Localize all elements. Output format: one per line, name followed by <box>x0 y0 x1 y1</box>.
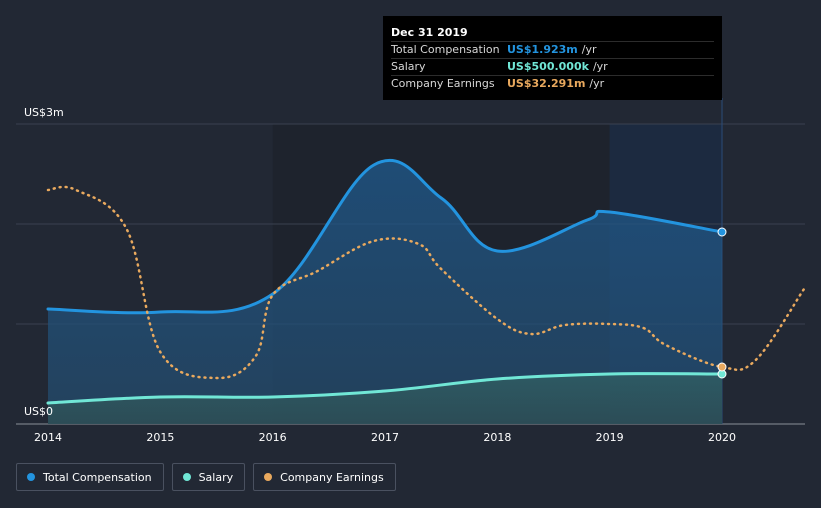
tooltip-value: US$32.291m <box>507 77 586 90</box>
dot-icon <box>264 473 273 481</box>
x-tick-label: 2019 <box>595 431 624 444</box>
legend-label: Total Compensation <box>43 470 152 484</box>
tooltip-label: Company Earnings <box>391 77 495 90</box>
dot-icon <box>182 473 191 481</box>
tooltip-value: US$1.923m <box>507 43 578 56</box>
legend-salary[interactable]: Salary <box>171 463 246 491</box>
dot-icon <box>27 473 35 481</box>
tooltip-row-company-earnings: Company Earnings US$32.291m /yr <box>391 75 714 92</box>
y-tick-label-top: US$3m <box>24 106 64 119</box>
x-tick-label: 2016 <box>258 431 287 444</box>
x-tick-label: 2014 <box>34 431 62 444</box>
tooltip-unit: /yr <box>581 43 597 56</box>
chart-legend: Total Compensation Salary Company Earnin… <box>16 463 396 491</box>
y-tick-label-bottom: US$0 <box>24 405 54 418</box>
legend-total-compensation[interactable]: Total Compensation <box>16 463 164 491</box>
tooltip-value: US$500.000k <box>507 60 589 73</box>
tooltip-unit: /yr <box>592 60 608 73</box>
legend-label: Company Earnings <box>280 470 384 484</box>
tooltip-label: Salary <box>391 60 426 73</box>
x-tick-label: 2020 <box>708 431 736 444</box>
legend-label: Salary <box>198 470 234 484</box>
tooltip-label: Total Compensation <box>391 43 500 56</box>
point-total-compensation <box>717 227 727 237</box>
x-tick-label: 2017 <box>371 431 399 444</box>
tooltip-unit: /yr <box>589 77 605 90</box>
tooltip: Dec 31 2019 Total Compensation US$1.923m… <box>383 16 722 100</box>
tooltip-date: Dec 31 2019 <box>391 26 468 39</box>
series-line-company-earnings <box>46 185 806 380</box>
tooltip-row-salary: Salary US$500.000k /yr <box>391 58 714 75</box>
point-company-earnings <box>717 362 727 372</box>
x-tick-label: 2018 <box>483 431 512 444</box>
series-line-salary <box>46 372 724 405</box>
tooltip-row-total-compensation: Total Compensation US$1.923m /yr <box>391 41 714 58</box>
legend-company-earnings[interactable]: Company Earnings <box>253 463 396 491</box>
series-area-salary <box>48 373 722 424</box>
x-tick-label: 2015 <box>146 431 175 444</box>
series-area-total-compensation <box>48 160 722 425</box>
series-line-total-compensation <box>46 158 724 315</box>
